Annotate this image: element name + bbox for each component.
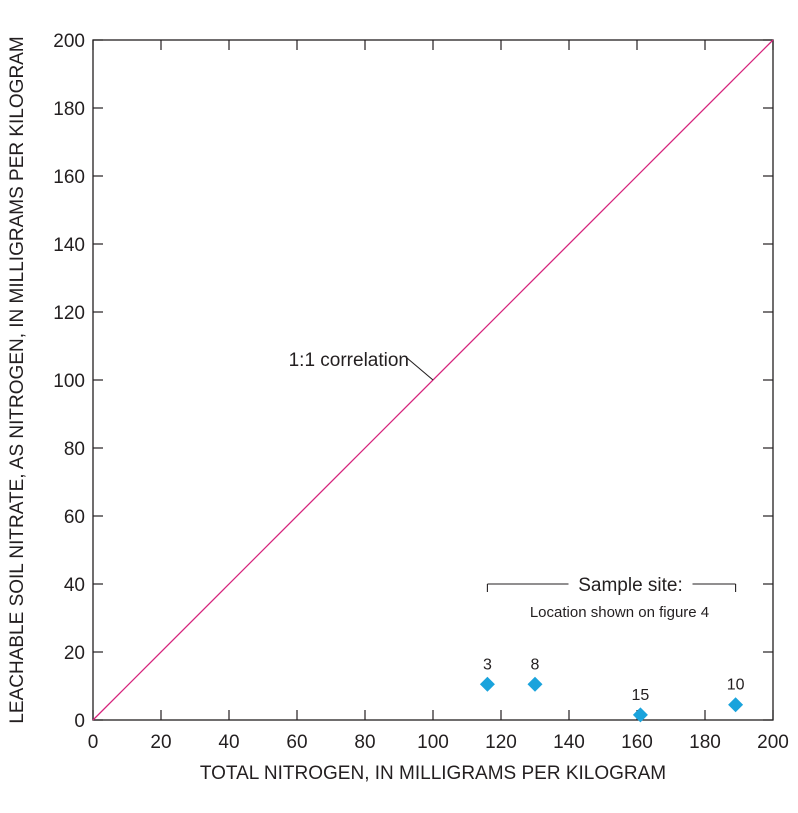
- x-tick-label: 80: [354, 732, 375, 753]
- y-tick-label: 160: [53, 167, 85, 188]
- legend: Sample site: Location shown on figure 4: [486, 575, 737, 621]
- x-tick-label: 120: [485, 732, 517, 753]
- y-tick-label: 0: [74, 711, 85, 732]
- y-axis-title: LEACHABLE SOIL NITRATE, AS NITROGEN, IN …: [7, 36, 28, 723]
- x-tick-label: 60: [286, 732, 307, 753]
- legend-title: Sample site:: [578, 575, 683, 596]
- x-tick-label: 40: [218, 732, 239, 753]
- x-tick-label: 200: [757, 732, 789, 753]
- y-tick-label: 100: [53, 371, 85, 392]
- data-point-diamond: [527, 676, 543, 692]
- one-to-one-line-group: 1:1 correlation: [92, 39, 774, 721]
- data-points: 3 8 15 10: [479, 656, 745, 723]
- y-tick-label: 180: [53, 99, 85, 120]
- data-point-label: 8: [531, 656, 540, 673]
- y-tick-label: 20: [64, 643, 85, 664]
- x-tick-label: 20: [150, 732, 171, 753]
- y-tick-label: 40: [64, 575, 85, 596]
- x-tick-label: 160: [621, 732, 653, 753]
- correlation-leader-line: [406, 357, 434, 381]
- x-axis-title: TOTAL NITROGEN, IN MILLIGRAMS PER KILOGR…: [200, 763, 666, 784]
- x-tick-label: 100: [417, 732, 449, 753]
- x-tick-label: 180: [689, 732, 721, 753]
- legend-subtitle: Location shown on figure 4: [530, 604, 709, 621]
- x-tick-label: 0: [88, 732, 99, 753]
- data-point-diamond: [728, 697, 744, 713]
- data-point-label: 10: [727, 677, 745, 694]
- x-axis-ticks: 0 20 40 60 80 100 120 140 160 180 200: [88, 40, 789, 753]
- data-point-diamond: [479, 676, 495, 692]
- y-tick-label: 120: [53, 303, 85, 324]
- y-tick-label: 80: [64, 439, 85, 460]
- data-point-diamond: [632, 707, 648, 723]
- data-point-label: 15: [632, 687, 650, 704]
- correlation-label: 1:1 correlation: [289, 350, 409, 371]
- y-tick-label: 60: [64, 507, 85, 528]
- x-tick-label: 140: [553, 732, 585, 753]
- y-tick-label: 200: [53, 31, 85, 52]
- y-axis-ticks: 0 20 40 60 80 100 120 140 160 180 200: [53, 31, 773, 732]
- y-tick-label: 140: [53, 235, 85, 256]
- data-point-label: 3: [483, 656, 492, 673]
